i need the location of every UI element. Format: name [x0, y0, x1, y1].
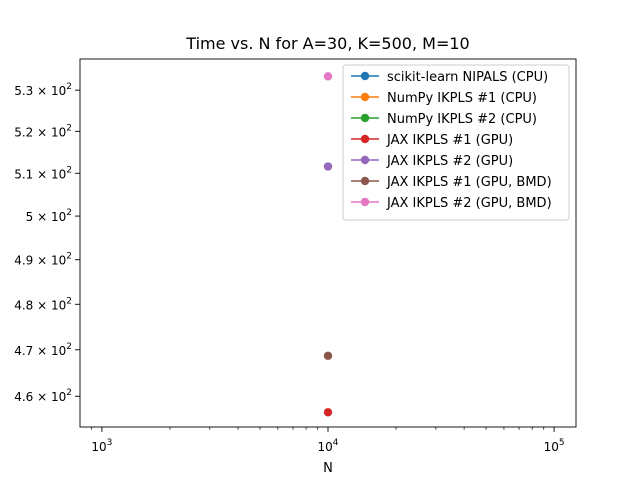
x-tick-label-3: 105 — [544, 438, 565, 454]
y-tick-label-8: 5.3 × 102 — [14, 82, 72, 98]
data-point-6-1 — [323, 351, 333, 360]
legend-marker-4 — [360, 134, 370, 144]
legend-marker-7 — [360, 197, 370, 207]
legend-label-4: JAX IKPLS #1 (GPU) — [386, 133, 513, 148]
legend-label-2: NumPy IKPLS #1 (CPU) — [387, 91, 537, 106]
y-tick-label-2: 4.7 × 102 — [14, 342, 72, 358]
legend-label-1: scikit-learn NIPALS (CPU) — [387, 70, 548, 85]
legend-marker-1 — [360, 71, 370, 81]
legend-marker-2 — [360, 92, 370, 102]
x-tick-label-2: 104 — [317, 438, 338, 454]
legend-label-6: JAX IKPLS #1 (GPU, BMD) — [386, 175, 552, 190]
legend-label-3: NumPy IKPLS #2 (CPU) — [387, 112, 537, 127]
plot-area — [323, 72, 333, 417]
data-point-7-1 — [323, 72, 333, 81]
y-tick-label-6: 5.1 × 102 — [14, 165, 72, 181]
legend: scikit-learn NIPALS (CPU) NumPy IKPLS #1 … — [342, 64, 570, 221]
legend-box — [342, 64, 570, 221]
y-tick-label-4: 4.9 × 102 — [14, 252, 72, 268]
legend-marker-5 — [360, 155, 370, 165]
x-axis-label: N — [323, 461, 333, 476]
legend-marker-6 — [360, 176, 370, 186]
y-tick-label-7: 5.2 × 102 — [14, 123, 72, 139]
y-tick-label-1: 4.6 × 102 — [14, 388, 72, 404]
legend-label-7: JAX IKPLS #2 (GPU, BMD) — [386, 196, 552, 211]
y-tick-label-3: 4.8 × 102 — [14, 296, 72, 312]
legend-marker-3 — [360, 113, 370, 123]
data-point-5-1 — [323, 162, 333, 171]
axes: 103 104 105 4.6 × 102 4.7 × 102 4.8 × 102 4.9 … — [14, 58, 577, 454]
data-point-4-1 — [323, 408, 333, 417]
x-tick-label-1: 103 — [91, 438, 112, 454]
legend-label-5: JAX IKPLS #2 (GPU) — [386, 154, 513, 169]
chart-title: Time vs. N for A=30, K=500, M=10 — [185, 34, 469, 53]
y-tick-label-5: 5 × 102 — [26, 208, 72, 224]
